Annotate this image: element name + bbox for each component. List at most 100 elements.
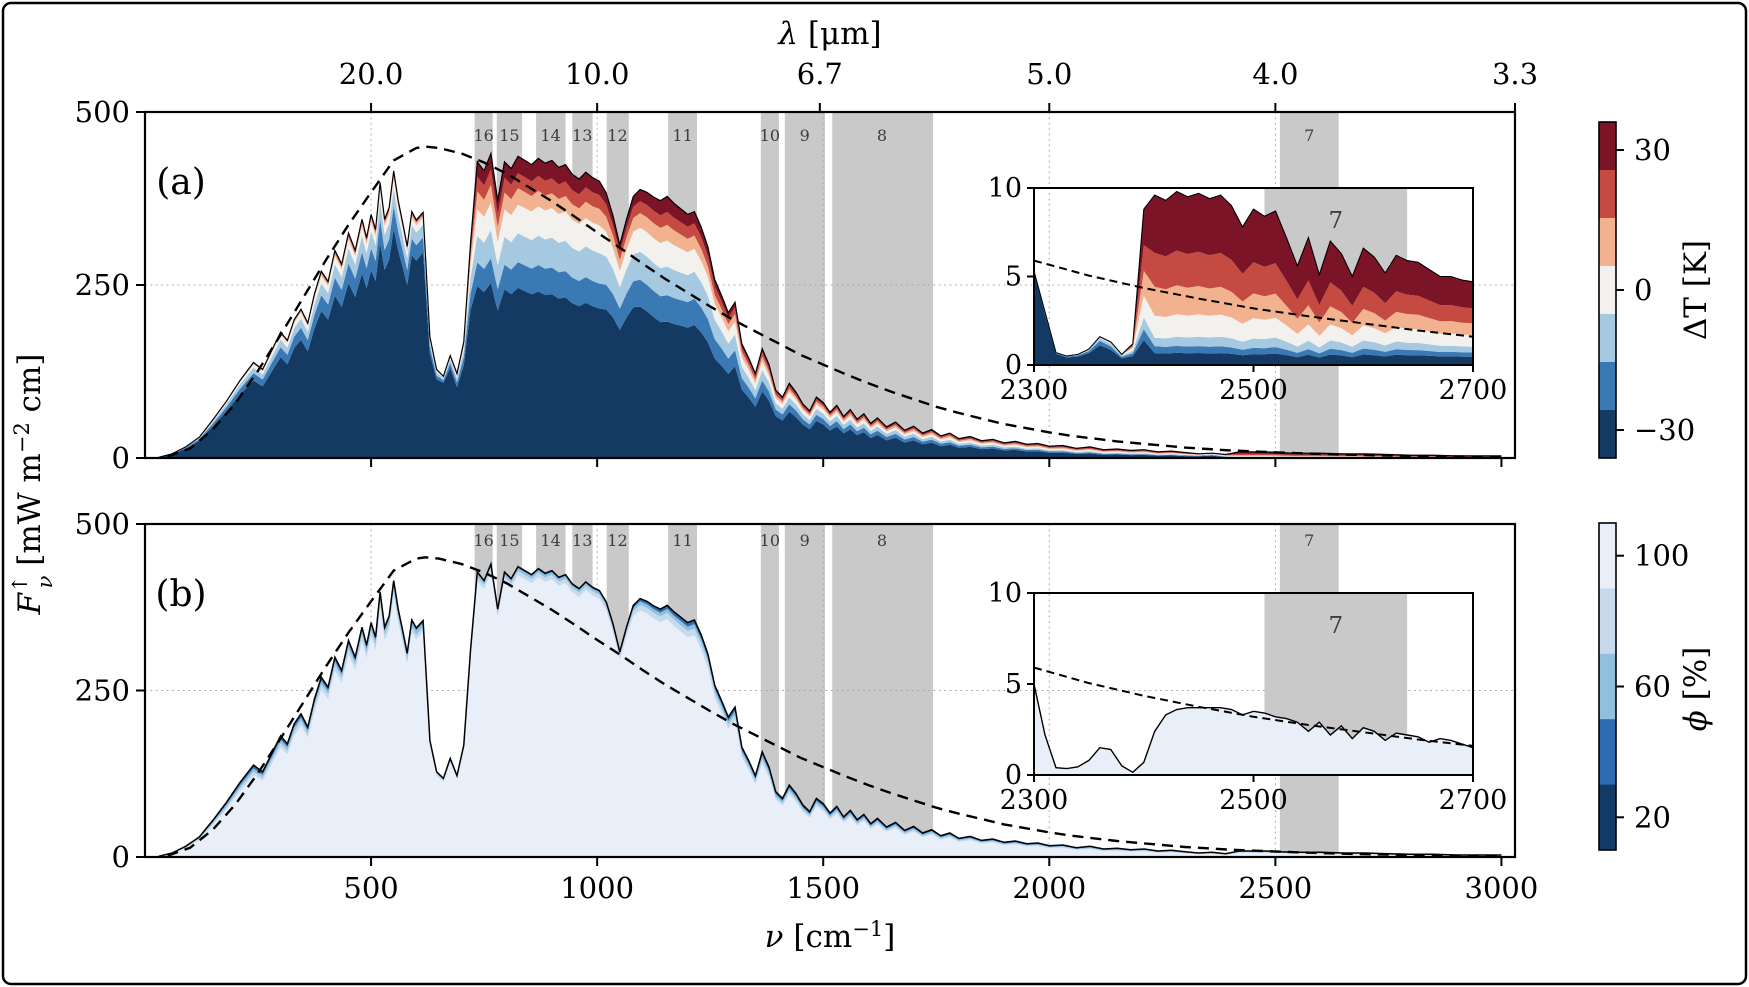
dt-colorbar-tick-label: 0	[1634, 273, 1652, 307]
absorption-band-label: 9	[800, 531, 810, 550]
top-tick-label: 6.7	[797, 57, 843, 91]
y-tick-label: 250	[75, 268, 130, 302]
inset-y-tick-label: 0	[1005, 350, 1022, 381]
x-tick-label: 1500	[786, 871, 860, 905]
y-tick-label: 250	[75, 674, 130, 708]
absorption-band-label: 13	[572, 126, 592, 145]
inset-b: 7 2300 2500 2700 0 5 10	[988, 578, 1508, 816]
inset-a-stack-layer-0	[1034, 271, 1473, 365]
absorption-band-label: 8	[877, 531, 887, 550]
inset-a-stack-layer-2	[1034, 271, 1473, 357]
inset-planck-dashed-line	[1033, 666, 1474, 747]
dt-colorbar-segment-4	[1599, 314, 1616, 363]
absorption-band-label: 13	[572, 531, 592, 550]
dt-colorbar-tick-label: −30	[1634, 413, 1695, 447]
absorption-band-label: 7	[1304, 126, 1314, 145]
inset-x-tick-label: 2300	[1000, 785, 1069, 816]
inset-x-tick-label: 2500	[1219, 375, 1288, 406]
top-axis-title: λ [μm]	[776, 16, 881, 52]
planck-envelope-dashed-line	[167, 556, 1502, 858]
dt-colorbar-segment-3	[1599, 266, 1616, 315]
absorption-band-label: 12	[607, 531, 627, 550]
spectrum-line	[158, 561, 1502, 858]
absorption-band-label: 11	[672, 126, 692, 145]
y-tick-label: 500	[75, 507, 130, 541]
inset-a-stack-layer-1	[1034, 271, 1473, 359]
top-tick-label: 10.0	[565, 57, 630, 91]
absorption-band-label: 16	[473, 531, 493, 550]
top-tick-label: 4.0	[1252, 57, 1298, 91]
phi-colorbar-title: ϕ [%]	[1678, 647, 1714, 732]
absorption-band-label: 15	[499, 126, 519, 145]
x-axis-title: ν [cm−1]	[765, 917, 896, 955]
x-tick-label: 3000	[1465, 871, 1539, 905]
phi-colorbar-segment-1	[1599, 588, 1616, 655]
phi-colorbar-segment-0	[1599, 523, 1616, 589]
dt-colorbar-segment-6	[1599, 410, 1616, 459]
absorption-band-label: 8	[877, 126, 887, 145]
top-tick-label: 20.0	[339, 57, 404, 91]
phi-colorbar: 100 60 20	[1598, 522, 1689, 851]
panel-a: 16 15 14 13 12 11 10 9 8 7 0 250 500 20.0 10.0 6.7 5.0 4.…	[75, 57, 1538, 475]
dt-colorbar: 30 0 −30	[1598, 121, 1695, 459]
y-tick-label: 500	[75, 95, 130, 129]
absorption-band-label: 10	[760, 126, 780, 145]
absorption-band-8	[832, 112, 934, 458]
y-tick-label: 0	[112, 840, 130, 874]
x-tick-label: 1000	[560, 871, 634, 905]
inset-x-tick-label: 2700	[1439, 375, 1508, 406]
inset-b-fill	[1034, 684, 1473, 775]
inset-planck-dashed-line	[1033, 259, 1474, 338]
inset-y-tick-label: 10	[988, 173, 1022, 204]
dt-colorbar-title: ΔT [K]	[1678, 240, 1714, 340]
absorption-band-label: 14	[540, 531, 560, 550]
inset-a-stack-layer-5	[1034, 245, 1473, 357]
absorption-band-label: 10	[760, 531, 780, 550]
inset-a-stack-layer-3	[1034, 271, 1473, 357]
dt-colorbar-segment-0	[1599, 122, 1616, 171]
absorption-band-label: 11	[672, 531, 692, 550]
dt-colorbar-segment-2	[1599, 218, 1616, 267]
x-tick-label: 2500	[1238, 871, 1312, 905]
spectrum-outline	[158, 151, 1502, 458]
phi-colorbar-segment-3	[1599, 719, 1616, 786]
phi-colorbar-segment-4	[1599, 784, 1616, 851]
inset-b-line	[1033, 683, 1474, 774]
panel-a-label: (a)	[156, 162, 206, 203]
inset-x-tick-label: 2300	[1000, 375, 1069, 406]
phi-colorbar-segment-2	[1599, 653, 1616, 720]
absorption-band-label: 15	[499, 531, 519, 550]
phi-colorbar-tick-label: 100	[1634, 539, 1689, 573]
inset-a: 7 2300 2500 2700 0 5 10	[988, 173, 1508, 406]
phi-colorbar-tick-label: 20	[1634, 800, 1671, 834]
absorption-band-label: 7	[1304, 531, 1314, 550]
absorption-band-label: 14	[540, 126, 560, 145]
top-tick-label: 5.0	[1026, 57, 1072, 91]
absorption-band-label: 16	[473, 126, 493, 145]
inset-x-tick-label: 2500	[1219, 785, 1288, 816]
dt-colorbar-tick-label: 30	[1634, 133, 1671, 167]
inset-x-tick-label: 2700	[1439, 785, 1508, 816]
y-axis-title: F↑ν [mW m−2 cm]	[8, 353, 57, 615]
inset-y-tick-label: 5	[1005, 262, 1022, 293]
dt-colorbar-segment-5	[1599, 362, 1616, 411]
phi-colorbar-tick-label: 60	[1634, 670, 1671, 704]
inset-a-stack-layer-4	[1034, 270, 1473, 357]
x-tick-label: 500	[343, 871, 398, 905]
inset-y-tick-label: 10	[988, 578, 1022, 609]
inset-y-tick-label: 5	[1005, 669, 1022, 700]
absorption-band-label: 12	[607, 126, 627, 145]
inset-band-label: 7	[1328, 208, 1343, 234]
dt-stack-layer-0	[158, 228, 1502, 458]
inset-y-tick-label: 0	[1005, 760, 1022, 791]
absorption-band-label: 9	[800, 126, 810, 145]
inset-a-outline	[1033, 190, 1474, 357]
dt-colorbar-segment-1	[1599, 170, 1616, 219]
phi-fill-base	[158, 564, 1502, 857]
inset-a-stack-layer-6	[1034, 191, 1473, 357]
x-tick-label: 2000	[1012, 871, 1086, 905]
inset-band-label: 7	[1328, 613, 1343, 639]
